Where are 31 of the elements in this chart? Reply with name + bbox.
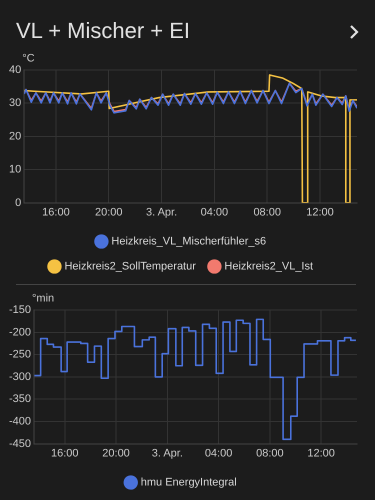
x-tick-label: 04:00	[204, 447, 232, 460]
y-tick-label: 40	[8, 64, 22, 76]
x-tick-label: 08:00	[253, 206, 281, 218]
y-tick-label: -150	[8, 304, 32, 316]
y-axis-title: °min	[32, 292, 54, 305]
x-tick-label: 16:00	[42, 206, 70, 218]
y-tick-label: 20	[8, 130, 22, 142]
chart-title: VL + Mischer + EI	[16, 18, 190, 44]
y-tick-label: -450	[8, 438, 32, 450]
legend-label: Heizkreis2_SollTemperatur	[64, 260, 196, 273]
legend-label: hmu EnergyIntegral	[140, 476, 237, 489]
x-tick-label: 3. Apr.	[146, 206, 178, 218]
x-tick-label: 12:00	[307, 447, 335, 460]
y-tick-label: -350	[8, 393, 32, 406]
y-tick-label: 0	[15, 196, 22, 209]
legend-label: Heizkreis_VL_Mischerfühler_s6	[111, 236, 266, 248]
y-tick-label: -300	[8, 370, 32, 383]
y-tick-label: 10	[8, 164, 22, 176]
x-tick-label: 08:00	[256, 447, 284, 460]
x-tick-label: 12:00	[306, 206, 334, 218]
legend-label: Heizkreis2_VL_Ist	[224, 260, 314, 273]
x-tick-label: 16:00	[51, 447, 79, 460]
x-tick-label: 20:00	[94, 206, 123, 218]
x-tick-label: 04:00	[200, 206, 228, 218]
y-tick-label: 30	[8, 97, 22, 110]
x-tick-label: 20:00	[102, 447, 130, 460]
y-tick-label: -400	[8, 416, 32, 428]
y-tick-label: -200	[8, 326, 32, 338]
y-tick-label: -250	[8, 348, 32, 361]
y-axis-title: °C	[22, 52, 35, 65]
x-tick-label: 3. Apr.	[152, 447, 183, 460]
